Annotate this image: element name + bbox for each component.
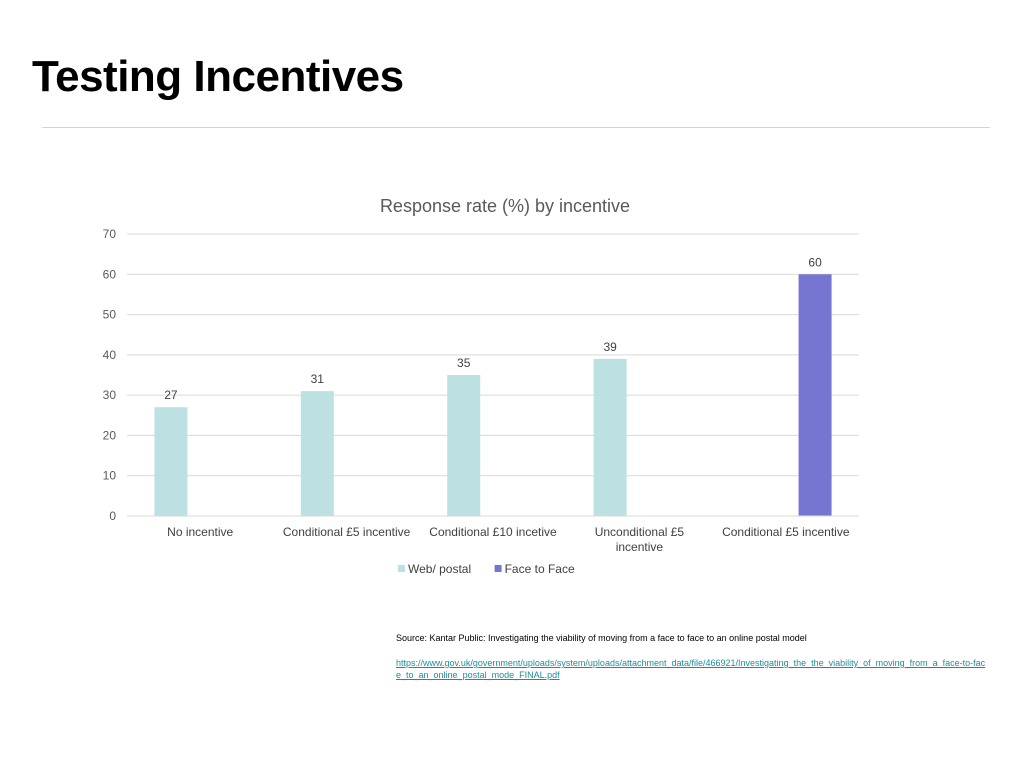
legend-swatch [494,565,502,572]
y-tick-label: 40 [103,348,117,362]
x-tick-label: Conditional £10 incetive [429,525,557,539]
legend-swatch [398,565,405,572]
x-tick-label: Unconditional £5 [595,525,685,539]
bar [798,274,832,516]
y-tick-label: 20 [103,428,117,442]
bar [593,358,627,516]
y-tick-label: 70 [103,227,117,241]
source-link[interactable]: https://www.gov.uk/government/uploads/sy… [396,658,986,680]
chart-svg: Response rate (%) by incentive 0 10 20 30 40 5… [103,196,859,576]
y-tick-label: 10 [103,469,117,483]
data-label: 27 [164,388,178,402]
data-label: 60 [808,255,822,269]
y-tick-label: 0 [109,509,116,523]
data-label: 39 [603,340,617,354]
response-rate-chart: Response rate (%) by incentive 0 10 20 30 40 5… [0,180,1024,600]
bar [300,391,334,516]
chart-title: Response rate (%) by incentive [380,196,630,216]
legend-label: Face to Face [505,562,575,576]
x-tick-label: incentive [616,540,664,554]
x-tick-label: Conditional £5 incentive [722,525,850,539]
y-tick-label: 30 [103,388,117,402]
source-note: Source: Kantar Public: Investigating the… [396,633,807,643]
data-label: 31 [311,372,325,386]
data-label: 35 [457,356,471,370]
bar [154,407,188,516]
y-tick-label: 60 [103,267,117,281]
slide-title: Testing Incentives [32,52,404,101]
y-tick-label: 50 [103,308,117,322]
x-tick-label: Conditional £5 incentive [283,525,411,539]
title-divider [42,127,990,128]
bar [447,375,481,516]
x-tick-label: No incentive [167,525,233,539]
legend-label: Web/ postal [408,562,471,576]
